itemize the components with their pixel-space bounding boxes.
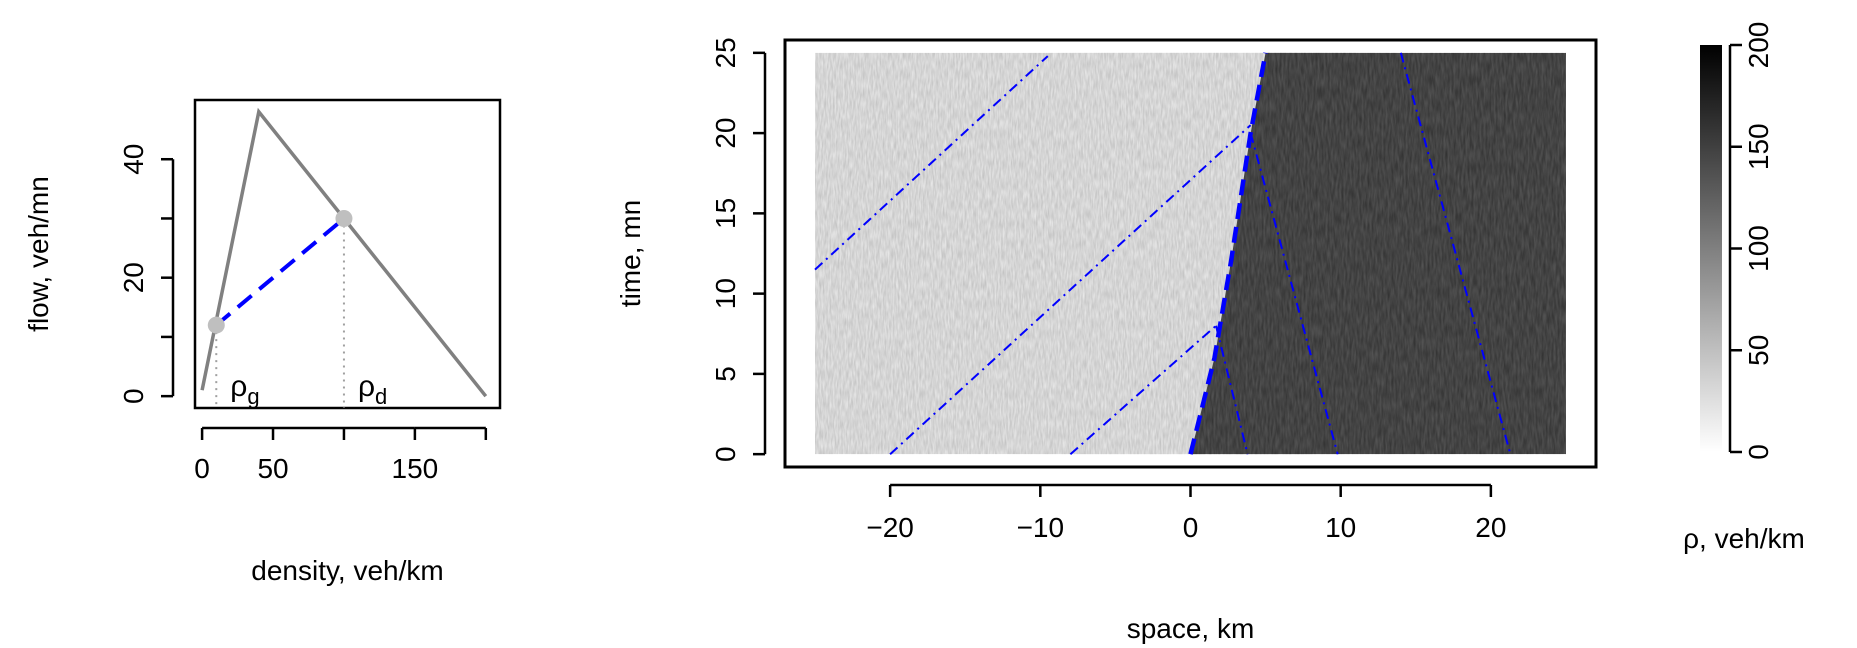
shock-wave-line (1188, 52, 1268, 455)
fd-x-tick-label: 50 (257, 453, 288, 484)
heatmap-x-tick-label: 10 (1325, 512, 1356, 543)
heatmap-y-tick-label: 25 (710, 37, 741, 68)
heatmap-y-tick-label: 5 (710, 366, 741, 382)
fd-y-tick-label: 20 (118, 262, 149, 293)
heatmap-y-tick-label: 15 (710, 198, 741, 229)
space-time-heatmap: −20 −10 0 10 20 0 5 10 15 20 25 space, km time, m… (615, 37, 1598, 644)
fd-x-axis: 0 50 150 (194, 426, 488, 484)
heatmap-x-tick-label: −10 (1017, 512, 1065, 543)
heatmap-y-tick-label: 20 (710, 118, 741, 149)
fd-y-axis: 0 20 40 (118, 144, 175, 404)
fd-triangle-line (200, 107, 488, 398)
heatmap-x-tick-label: −20 (866, 512, 914, 543)
fd-plot-frame (193, 98, 502, 410)
free-flow-texture (815, 52, 1266, 455)
density-subscript: g (247, 384, 259, 409)
fd-y-tick-label: 40 (118, 144, 149, 175)
characteristic-line (1399, 52, 1512, 455)
characteristic-line (814, 55, 1049, 271)
fd-x-tick-label: 150 (392, 453, 439, 484)
heatmap-overlay-lines (814, 52, 1512, 455)
fd-x-axis-label: density, veh/km (251, 555, 443, 586)
heatmap-y-axis-label: time, mn (615, 200, 646, 307)
colorbar-tick-label: 0 (1743, 444, 1774, 460)
heatmap-x-axis: −20 −10 0 10 20 (866, 483, 1506, 543)
heatmap-y-tick-label: 0 (710, 446, 741, 462)
fd-y-tick-label: 0 (118, 388, 149, 404)
heatmap-x-tick-label: 0 (1183, 512, 1199, 543)
heatmap-plot-frame (783, 38, 1598, 469)
colorbar-tick-label: 200 (1743, 22, 1774, 69)
density-subscript: d (375, 384, 387, 409)
fd-plot-area: ρg ρd (200, 107, 488, 409)
heatmap-x-tick-label: 20 (1475, 512, 1506, 543)
colorbar-tick-label: 100 (1743, 225, 1774, 272)
heatmap-x-axis-label: space, km (1127, 613, 1255, 644)
characteristic-line (1215, 325, 1249, 455)
fd-state-point (207, 316, 225, 334)
colorbar-axis: 0 50 100 150 200 (1728, 22, 1774, 460)
colorbar-tick-label: 50 (1743, 335, 1774, 366)
free-flow-region (815, 52, 1266, 455)
fd-x-tick-label: 0 (194, 453, 210, 484)
heatmap-y-axis: 0 5 10 15 20 25 (710, 37, 767, 462)
colorbar-tick-label: 150 (1743, 123, 1774, 170)
density-symbol: ρ (358, 370, 375, 403)
characteristic-line (889, 124, 1252, 455)
fd-y-axis-label: flow, veh/mn (23, 176, 54, 332)
fd-density-label: ρd (358, 370, 387, 409)
fd-density-label: ρg (230, 370, 259, 409)
heatmap-y-tick-label: 10 (710, 278, 741, 309)
colorbar-gradient (1700, 45, 1722, 452)
density-symbol: ρ (230, 370, 247, 403)
colorbar: 0 50 100 150 200 ρ, veh/km (1683, 22, 1805, 554)
fd-state-point (335, 209, 353, 227)
characteristic-line (1069, 324, 1217, 455)
density-field (815, 52, 1566, 455)
colorbar-label: ρ, veh/km (1683, 523, 1805, 554)
